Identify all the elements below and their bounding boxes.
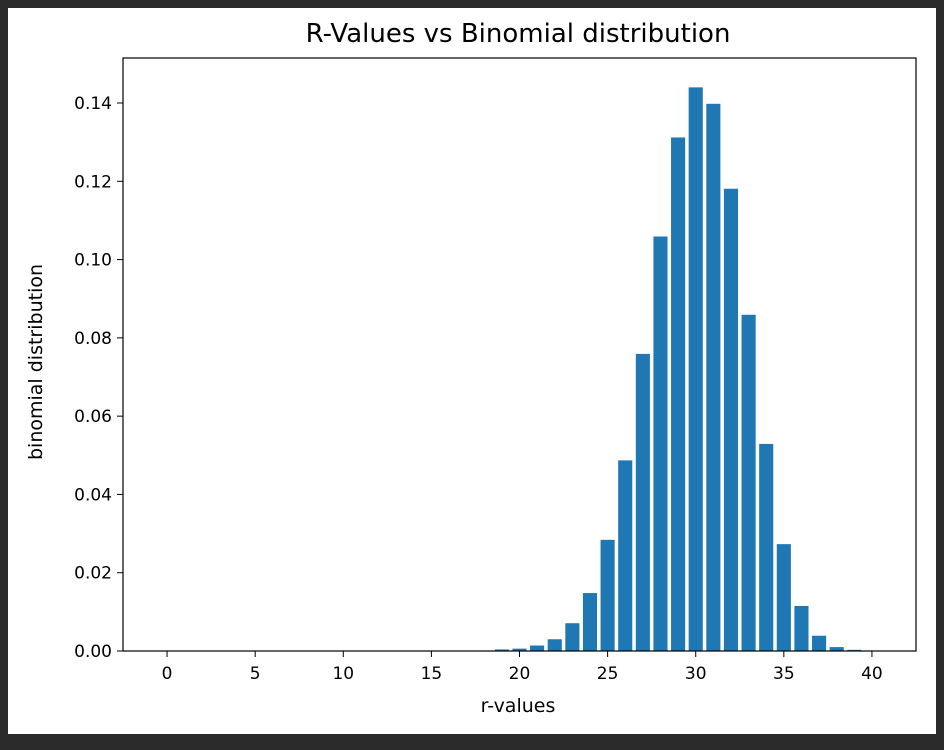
- x-tick-label: 0: [162, 664, 173, 684]
- bar-r-31: [706, 103, 721, 652]
- y-tick-label: 0.06: [74, 407, 112, 427]
- x-axis-label: r-values: [481, 695, 556, 717]
- y-tick-label: 0.02: [74, 564, 112, 584]
- chart-title: R-Values vs Binomial distribution: [306, 19, 731, 49]
- bar-r-23: [565, 623, 580, 651]
- bar-r-25: [600, 539, 615, 651]
- x-axis-ticks: 0 5 10 15 20 25 30 35 40: [162, 651, 883, 684]
- plot-area-frame: [122, 57, 917, 652]
- bar-r-37: [812, 635, 827, 651]
- bar-r-19: [494, 649, 509, 651]
- x-tick-label: 30: [685, 664, 707, 684]
- y-axis-ticks: 0.00 0.02 0.04 0.06 0.08 0.10 0.12 0.14: [74, 94, 123, 662]
- x-tick-label: 35: [773, 664, 795, 684]
- x-tick-label: 40: [861, 664, 883, 684]
- y-tick-label: 0.10: [74, 251, 112, 271]
- bar-r-33: [741, 314, 756, 651]
- x-tick-label: 20: [509, 664, 531, 684]
- bar-r-24: [582, 593, 598, 651]
- bar-r-35: [776, 544, 791, 651]
- y-axis-label: binomial distribution: [25, 264, 47, 460]
- y-tick-label: 0.12: [74, 172, 112, 192]
- bar-r-22: [547, 639, 562, 651]
- x-tick-label: 5: [250, 664, 261, 684]
- x-tick-label: 25: [597, 664, 619, 684]
- x-tick-label: 15: [421, 664, 443, 684]
- bar-r-28: [653, 236, 668, 652]
- bar-r-29: [671, 137, 686, 651]
- bar-r-21: [530, 645, 545, 651]
- bar-r-36: [794, 605, 809, 651]
- bar-r-26: [618, 460, 633, 651]
- y-tick-label: 0.00: [74, 642, 112, 662]
- y-tick-label: 0.08: [74, 329, 112, 349]
- figure-canvas: R-Values vs Binomial distribution 0 5 10 15…: [8, 8, 936, 734]
- bar-r-27: [635, 353, 650, 651]
- bar-r-38: [829, 647, 844, 651]
- y-tick-label: 0.04: [74, 485, 112, 505]
- bar-r-20: [512, 648, 527, 651]
- bar-r-34: [759, 443, 774, 651]
- x-tick-label: 10: [332, 664, 354, 684]
- bars-group: [477, 87, 879, 652]
- bar-r-32: [723, 188, 739, 652]
- y-tick-label: 0.14: [74, 94, 112, 114]
- bar-chart: R-Values vs Binomial distribution 0 5 10 15…: [25, 19, 917, 717]
- bar-r-30: [688, 87, 703, 652]
